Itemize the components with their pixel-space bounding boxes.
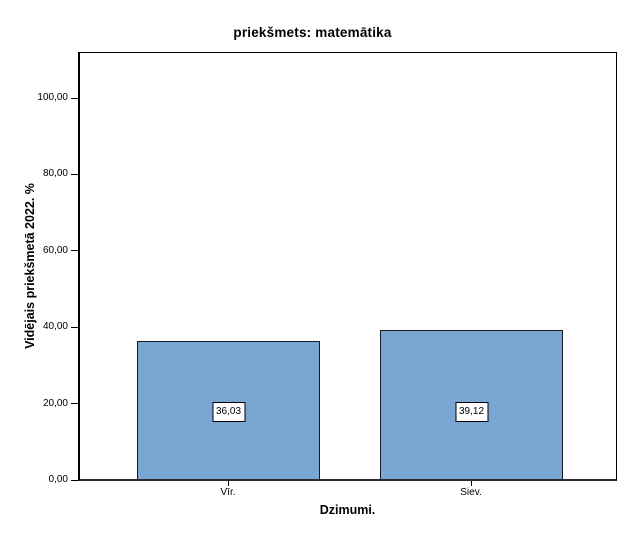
y-tick-label: 100,00: [37, 92, 68, 103]
y-tick-label: 40,00: [42, 321, 68, 333]
bar-value-label: 39,12: [454, 402, 489, 422]
x-tick: [228, 481, 229, 486]
chart-title: priekšmets: matemātika: [233, 25, 392, 40]
x-category-label: Vīr.: [220, 487, 236, 498]
y-tick: [71, 479, 78, 481]
y-tick: [71, 250, 78, 252]
y-tick: [71, 173, 78, 175]
y-tick-label: 60,00: [42, 244, 68, 256]
x-category-label: Siev.: [460, 487, 482, 498]
y-tick: [71, 403, 78, 405]
bar-value-label: 36,03: [211, 402, 246, 422]
y-tick-label: 0,00: [48, 474, 68, 485]
y-tick-label: 20,00: [42, 397, 68, 409]
y-tick: [71, 326, 78, 328]
plot-area: [78, 52, 617, 481]
x-tick: [471, 481, 472, 486]
y-tick: [71, 97, 78, 99]
x-axis-title: Dzimumi.: [319, 503, 376, 517]
y-tick-label: 80,00: [42, 168, 68, 180]
